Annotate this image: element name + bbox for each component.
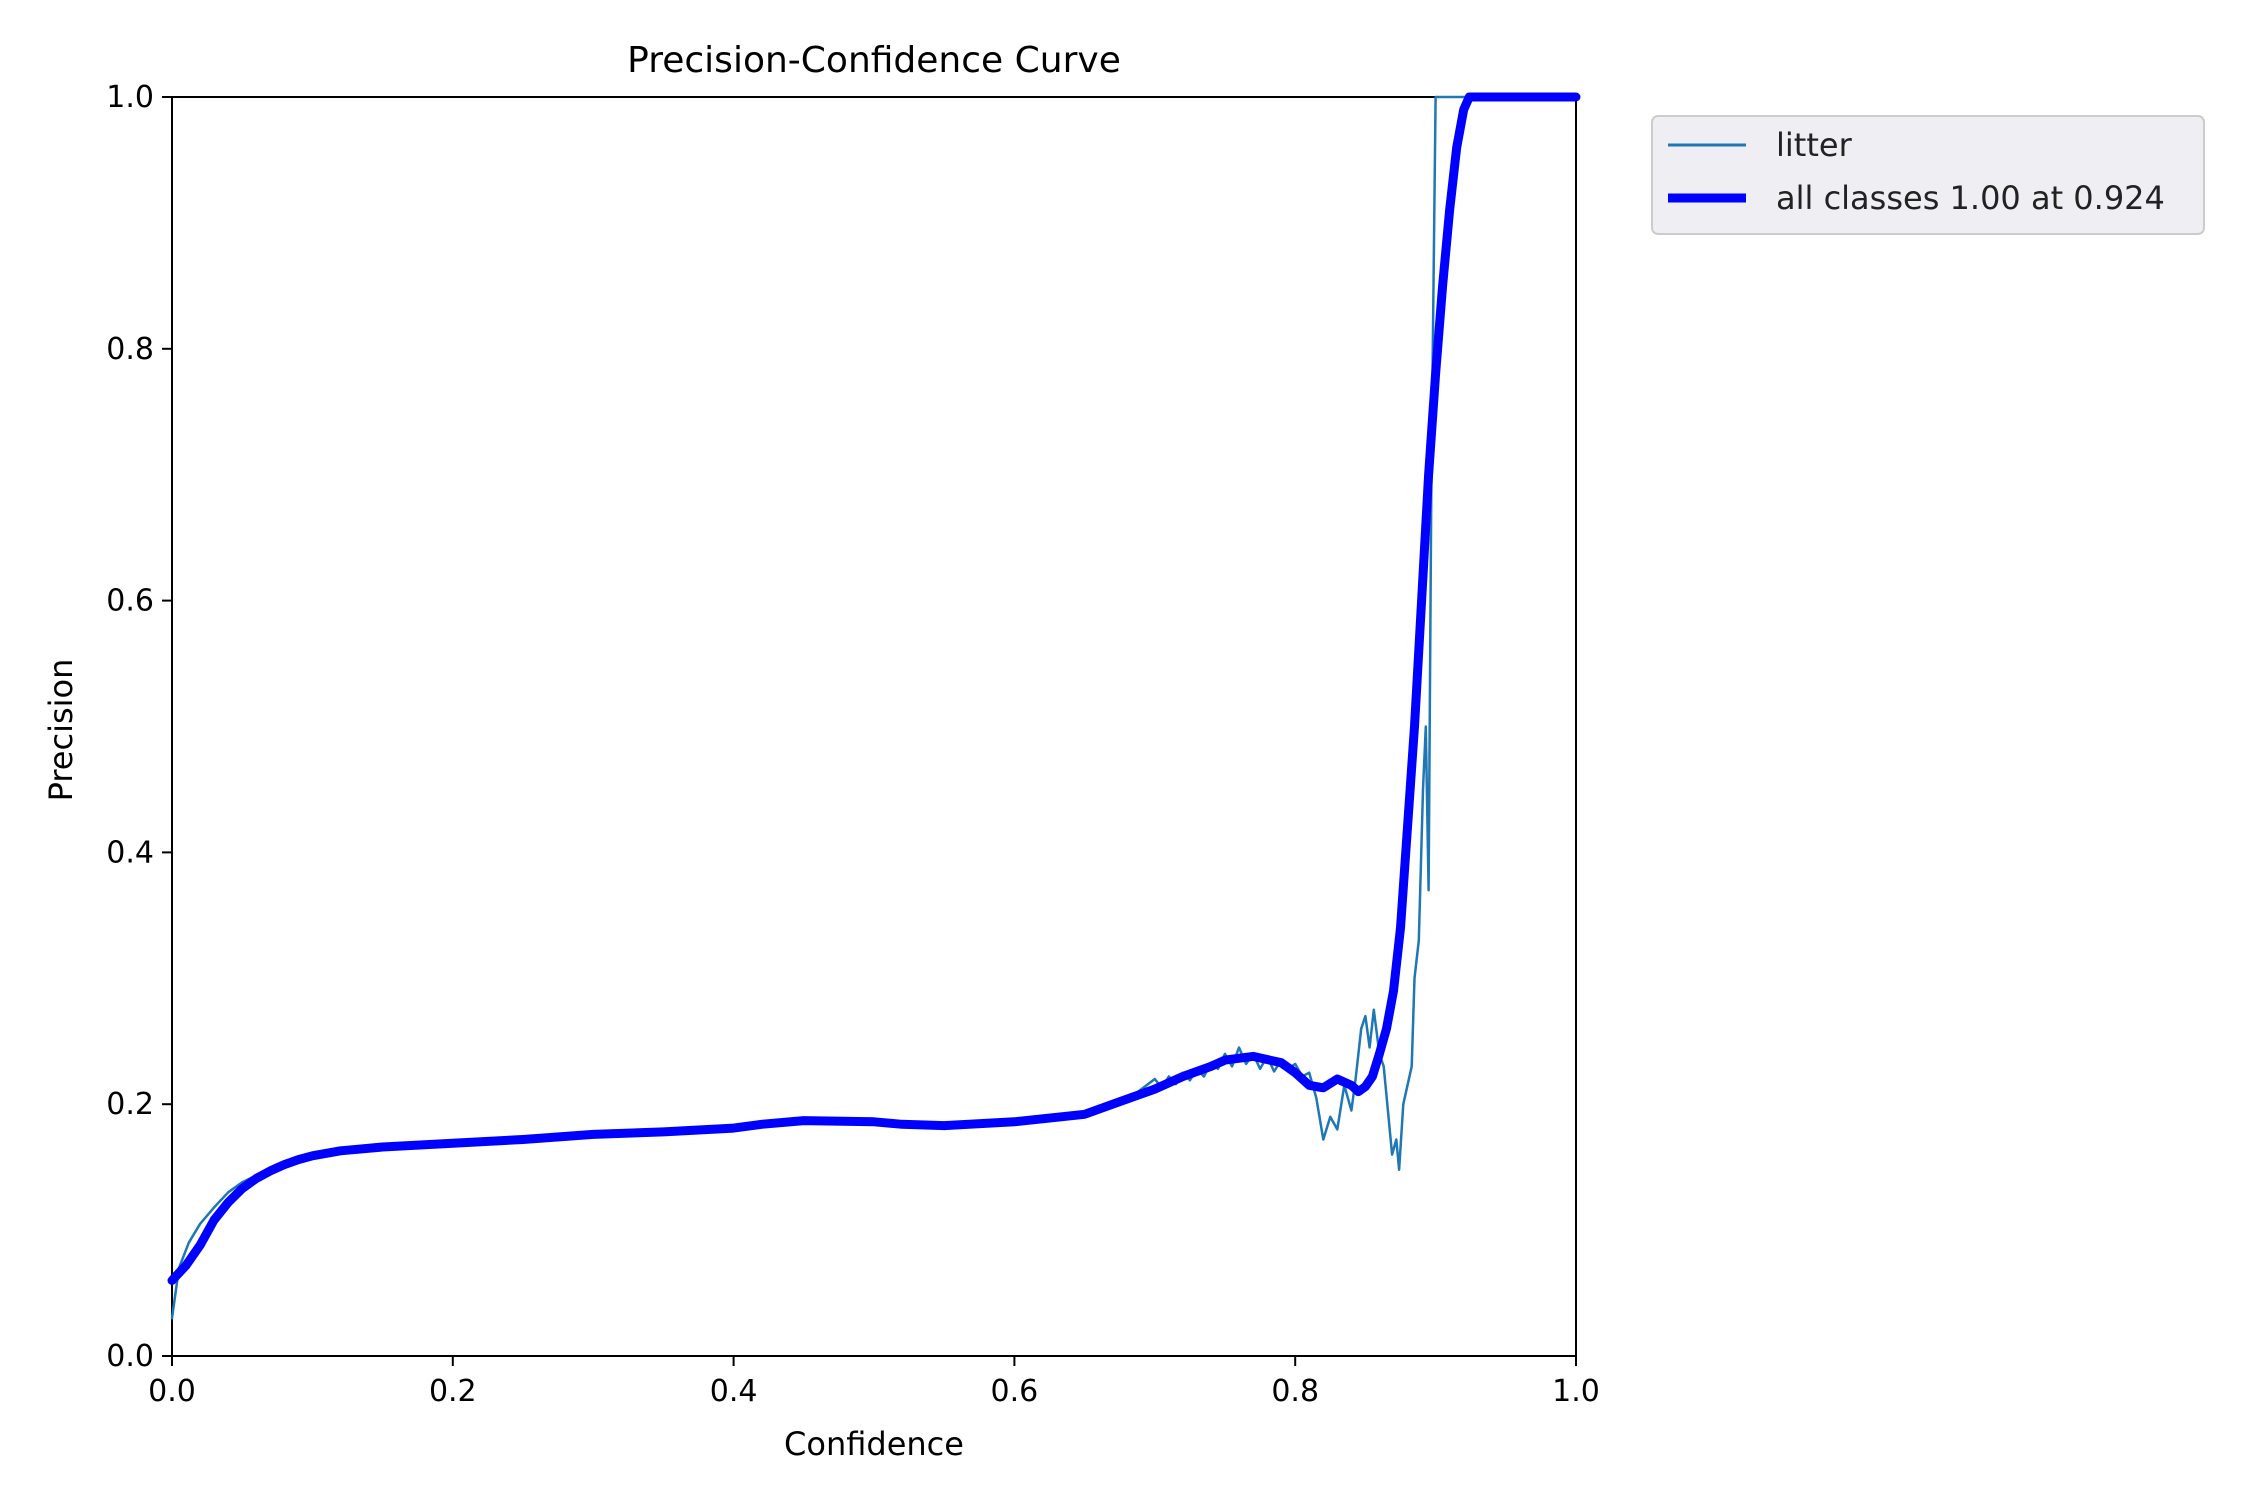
x-axis-title: Confidence: [784, 1425, 964, 1463]
chart-title: Precision-Confidence Curve: [627, 40, 1121, 81]
y-tick-label: 1.0: [106, 80, 154, 115]
y-tick-label: 0.8: [106, 332, 154, 367]
legend: litter all classes 1.00 at 0.924: [1651, 115, 2205, 235]
y-axis-title: Precision: [42, 659, 80, 802]
plot-frame: [171, 96, 1577, 1357]
y-tick-label: 0.0: [106, 1339, 154, 1374]
x-tick-label: 0.2: [429, 1374, 477, 1409]
x-axis-ticks: 0.0 0.2 0.4 0.6 0.8 1.0: [148, 1356, 1600, 1409]
x-tick-label: 0.6: [991, 1374, 1039, 1409]
legend-box: [1651, 115, 2205, 235]
x-tick-label: 0.8: [1271, 1374, 1319, 1409]
x-tick-label: 1.0: [1552, 1374, 1600, 1409]
y-tick-label: 0.6: [106, 584, 154, 619]
legend-label-litter: litter: [1776, 126, 1853, 164]
x-tick-label: 0.0: [148, 1374, 196, 1409]
y-tick-label: 0.4: [106, 835, 154, 870]
series-layer: [167, 92, 1581, 1320]
legend-label-all-classes: all classes 1.00 at 0.924: [1776, 179, 2165, 217]
plot-area: [167, 92, 1581, 1357]
y-tick-label: 0.2: [106, 1087, 154, 1122]
y-axis-ticks: 0.0 0.2 0.4 0.6 0.8 1.0: [106, 80, 172, 1374]
x-tick-label: 0.4: [710, 1374, 758, 1409]
series-line-all-classes: [167, 92, 1581, 1285]
